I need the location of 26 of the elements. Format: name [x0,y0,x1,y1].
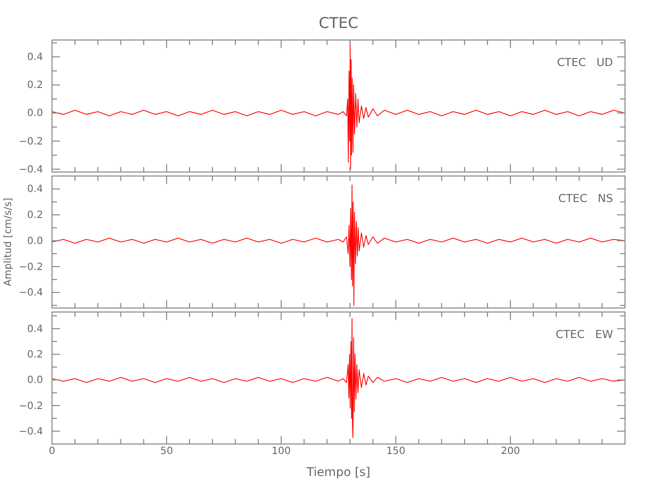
chart-title: CTEC [318,14,358,32]
x-tick-label: 200 [500,446,520,458]
x-tick-label: 0 [48,446,56,458]
y-tick-label: −0.2 [18,400,43,412]
annotation: CTEC EW [556,328,614,341]
x-tick-label: 100 [272,446,291,458]
x-axis-title: Tiempo [s] [306,465,370,479]
y-tick-label: −0.4 [18,288,43,299]
y-tick-label: 0.4 [27,184,43,196]
y-tick-label: −0.2 [18,136,43,148]
y-tick-label: 0.2 [27,80,43,92]
annotation: CTEC UD [556,56,613,69]
y-tick-label: 0.2 [27,210,43,222]
y-tick-label: −0.4 [18,426,43,438]
x-tick-label: 150 [386,446,406,458]
y-tick-label: −0.4 [18,164,43,176]
y-tick-label: 0.4 [27,324,43,335]
annotation: CTEC NS [558,192,614,205]
y-tick-label: −0.2 [18,262,43,273]
y-axis-title: Amplitud [cm/s/s] [3,198,14,286]
x-tick-label: 50 [160,446,173,458]
y-tick-label: 0.4 [27,52,43,64]
y-tick-label: 0.0 [27,375,43,386]
y-tick-label: 0.2 [27,349,43,360]
y-tick-label: 0.0 [27,108,43,120]
y-tick-label: 0.0 [27,236,43,247]
